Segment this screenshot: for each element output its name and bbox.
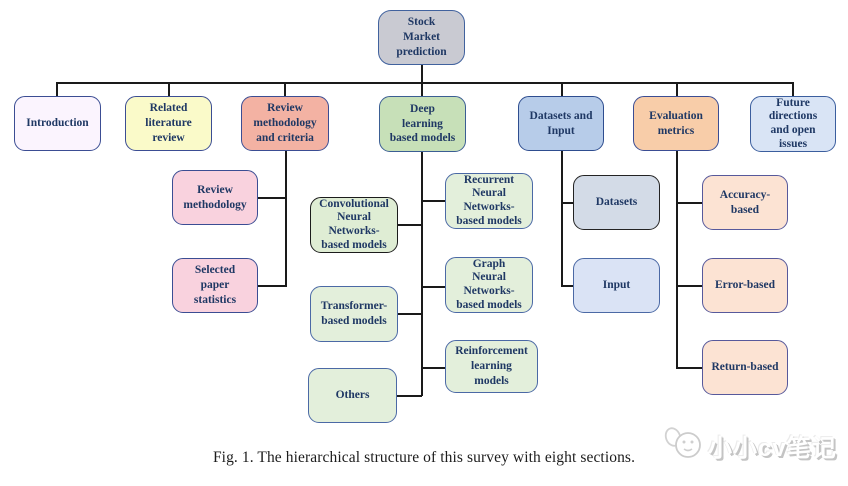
connector-review-methodology <box>258 197 286 199</box>
watermark-text: 小小cv笔记 <box>708 435 837 462</box>
connector-review-trunk <box>285 151 287 287</box>
connector-evaluation-trunk <box>676 151 678 368</box>
node-datasets-and-input: Datasets and Input <box>518 96 604 151</box>
connector-return <box>676 367 703 369</box>
connector-stub-future <box>792 82 794 97</box>
node-input: Input <box>573 258 660 313</box>
node-selected-paper-statistics: Selected paper statistics <box>172 258 258 313</box>
node-future-directions: Future directions and open issues <box>750 96 836 152</box>
node-reinforcement-learning-models: Reinforcement learning models <box>445 340 538 393</box>
connector-error <box>676 285 703 287</box>
node-stock-market-prediction: Stock Market prediction <box>378 10 465 65</box>
watermark: 小小cv笔记 <box>664 425 837 466</box>
connector-stub-review <box>284 82 286 97</box>
connector-input-child <box>561 285 574 287</box>
connector-rnn <box>421 200 445 202</box>
node-return-based: Return-based <box>702 340 788 395</box>
node-gnn-based-models: Graph Neural Networks- based models <box>445 257 533 313</box>
connector-stub-evaluation <box>676 82 678 97</box>
node-introduction: Introduction <box>14 96 101 151</box>
node-error-based: Error-based <box>702 258 788 313</box>
connector-cnn <box>398 224 422 226</box>
node-rnn-based-models: Recurrent Neural Networks- based models <box>445 173 533 229</box>
connector-others <box>396 395 422 397</box>
speech-face-icon <box>664 425 704 466</box>
node-evaluation-metrics: Evaluation metrics <box>633 96 719 151</box>
node-accuracy-based: Accuracy- based <box>702 175 788 230</box>
node-review-methodology: Review methodology <box>172 170 258 225</box>
connector-stub-datasets <box>561 82 563 97</box>
connector-reinforcement <box>421 367 445 369</box>
node-deep-learning-models: Deep learning based models <box>379 96 466 152</box>
connector-level2-bus <box>56 82 793 84</box>
connector-selected-paper <box>258 285 286 287</box>
node-transformer-based-models: Transformer- based models <box>310 286 398 342</box>
node-related-literature-review: Related literature review <box>125 96 212 151</box>
connector-stub-related <box>168 82 170 97</box>
connector-stub-introduction <box>56 82 58 97</box>
connector-root-stub <box>421 65 423 83</box>
connector-deep-trunk <box>421 151 423 396</box>
node-review-methodology-criteria: Review methodology and criteria <box>241 96 329 151</box>
figure-caption: Fig. 1. The hierarchical structure of th… <box>212 449 636 466</box>
node-datasets: Datasets <box>573 175 660 230</box>
node-others: Others <box>308 368 397 423</box>
connector-gnn <box>421 286 445 288</box>
connector-accuracy <box>676 202 703 204</box>
connector-transformer <box>398 313 422 315</box>
node-cnn-based-models: Convolutional Neural Networks- based mod… <box>310 197 398 253</box>
connector-stub-deep <box>421 82 423 97</box>
connector-datasets-child <box>561 202 574 204</box>
connector-datasets-trunk <box>561 151 563 287</box>
